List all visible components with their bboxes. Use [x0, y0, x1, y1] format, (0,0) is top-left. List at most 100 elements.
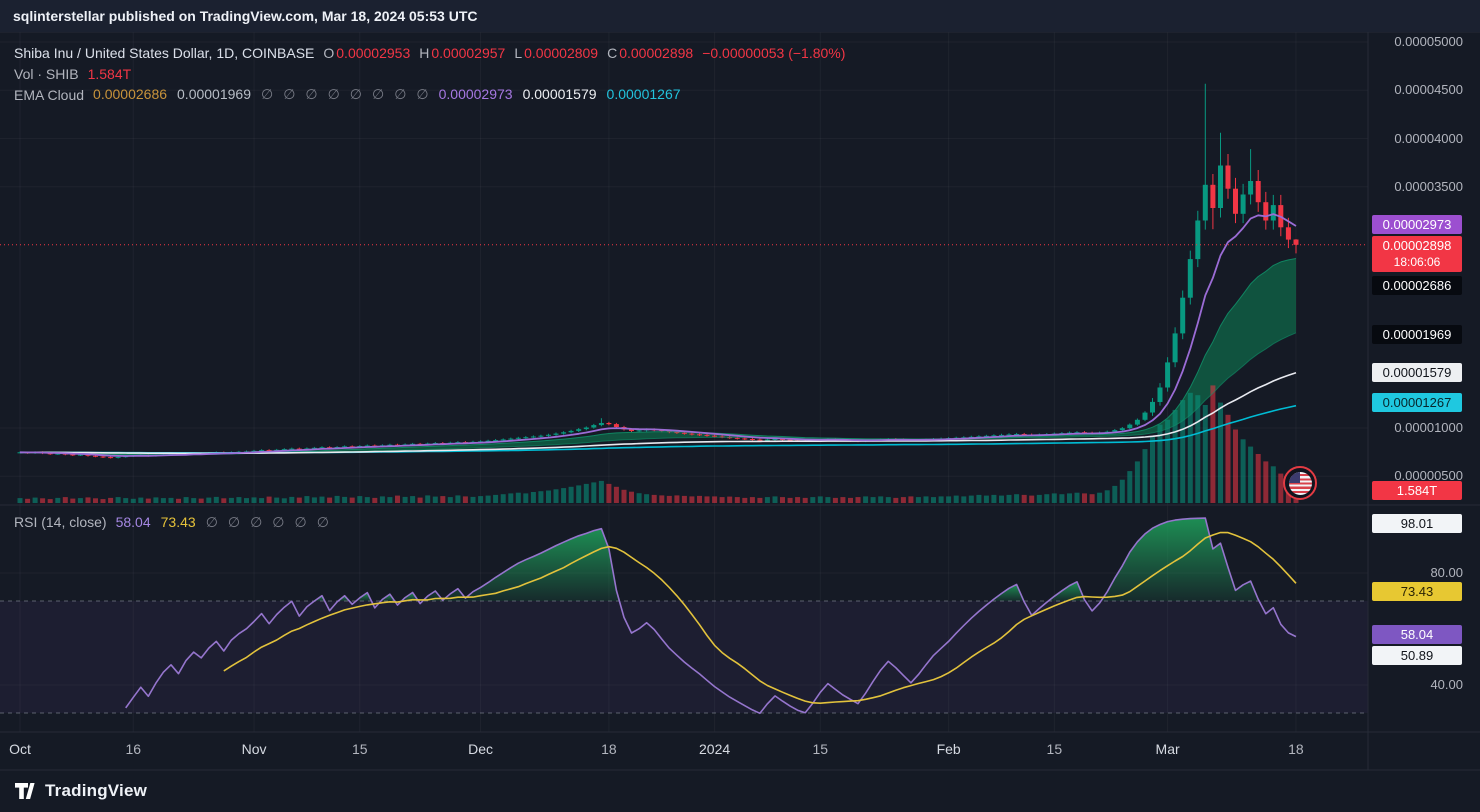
candle-body	[1119, 428, 1125, 431]
rsi-overbought-fill	[401, 592, 419, 601]
plot-value: 0.00002973	[438, 86, 513, 102]
volume-bar	[878, 496, 884, 503]
rsi-legend: RSI (14, close) 58.04 73.43 ∅ ∅ ∅ ∅ ∅ ∅	[14, 512, 329, 532]
volume-bar	[221, 498, 227, 503]
volume-bar	[1278, 473, 1284, 503]
candle-body	[772, 439, 778, 440]
volume-bar	[802, 497, 808, 503]
candle-body	[85, 454, 91, 456]
volume-bar	[440, 496, 446, 503]
volume-bar	[349, 497, 355, 503]
volume-bar	[1036, 494, 1042, 503]
candle-body	[576, 429, 582, 431]
volume-bar	[523, 493, 529, 503]
volume-bar	[274, 497, 280, 503]
volume-value: 1.584T	[87, 65, 132, 82]
tradingview-logo[interactable]: TradingView	[15, 781, 147, 801]
volume-bar	[568, 486, 574, 503]
candle-body	[636, 430, 642, 432]
candle-body	[1180, 297, 1186, 334]
volume-bar	[561, 488, 567, 503]
volume-bar	[1210, 385, 1216, 503]
tradingview-wordmark: TradingView	[45, 781, 148, 800]
price-badge: 0.00002973	[1372, 214, 1462, 234]
candle-body	[508, 438, 514, 440]
volume-bar	[538, 491, 544, 503]
volume-bar	[999, 495, 1004, 503]
candle-body	[259, 450, 265, 452]
volume-bar	[478, 496, 484, 503]
candle-body	[115, 456, 121, 458]
volume-bar	[93, 498, 98, 503]
volume-bar	[817, 496, 823, 503]
volume-bar	[1051, 493, 1057, 503]
volume-bar	[342, 496, 348, 503]
symbol-title[interactable]: Shiba Inu / United States Dollar, 1D, CO…	[14, 44, 315, 61]
volume-bar	[357, 496, 363, 503]
volume-bar	[1218, 402, 1223, 504]
rsi-zone-band	[0, 601, 1368, 713]
rsi-overbought-fill	[1048, 581, 1086, 601]
volume-bar	[674, 495, 680, 503]
ohlc-label: O	[323, 44, 335, 61]
volume-bar	[1134, 461, 1140, 504]
candle-body	[674, 432, 680, 434]
ohlc-value: 0.00002957	[431, 44, 506, 61]
null-plot-icon: ∅	[283, 86, 296, 102]
rsi-tick-label: 80.00	[1430, 565, 1463, 580]
attribution-bar: sqlinterstellar published on TradingView…	[0, 0, 1480, 32]
badge-price: 0.00001579	[1382, 365, 1452, 381]
price-tick-label: 0.00001000	[1394, 420, 1463, 435]
volume-bar	[636, 493, 642, 503]
rsi-indicator-values: 58.04 73.43 ∅ ∅ ∅ ∅ ∅ ∅	[116, 514, 329, 531]
ema-cloud-fill	[20, 258, 1296, 455]
volume-bar	[953, 495, 959, 503]
time-scale[interactable]: Oct 16 Nov 15 Dec 18 2024 15 Feb 15 Mar 18	[0, 733, 1368, 770]
volume-bar	[100, 499, 106, 503]
change-value: −0.00000053 (−1.80%)	[702, 44, 846, 61]
candle-body	[553, 433, 559, 435]
volume-bar	[1029, 495, 1035, 503]
volume-bar	[553, 489, 559, 503]
volume-bar	[1165, 419, 1171, 503]
time-tick-label: Feb	[936, 741, 961, 757]
volume-badge: 1.584T	[1372, 481, 1462, 500]
candle-body	[561, 432, 567, 434]
null-plot-icon: ∅	[227, 513, 241, 530]
time-tick-label: Oct	[9, 741, 31, 757]
volume-bar	[1006, 494, 1012, 503]
price-scale[interactable]: 0.00005000 0.00004500 0.00004000 0.00003500…	[1369, 0, 1480, 770]
volume-bar	[244, 498, 249, 503]
volume-bar	[832, 497, 838, 503]
time-tick-label: 2024	[699, 741, 731, 757]
volume-bar	[508, 493, 514, 503]
volume-bar	[1089, 494, 1095, 503]
volume-bar	[1263, 461, 1269, 504]
volume-bar	[304, 496, 310, 503]
volume-bar	[546, 490, 551, 503]
badge-price: 0.00002898	[1382, 237, 1452, 253]
rsi-value-badge: 50.89	[1372, 645, 1462, 665]
volume-bar	[372, 497, 378, 503]
volume-bar	[327, 497, 333, 503]
volume-bar	[749, 497, 755, 503]
volume-bar	[810, 497, 816, 503]
candle-body	[485, 440, 491, 442]
volume-bar	[281, 498, 287, 503]
volume-bar	[1187, 392, 1193, 504]
candle-body	[266, 450, 272, 452]
candle-body	[410, 443, 416, 445]
candle-body	[530, 436, 536, 438]
tradingview-logo-icon	[15, 783, 35, 799]
volume-bar	[251, 497, 257, 503]
candle-body	[1218, 165, 1223, 208]
null-plot-icon: ∅	[394, 86, 407, 102]
candle-body	[311, 447, 317, 449]
volume-bar	[168, 497, 174, 503]
volume-bar	[191, 498, 197, 503]
volume-label: Vol · SHIB	[14, 65, 79, 82]
volume-bar	[780, 497, 785, 503]
rsi-value-badge: 58.04	[1372, 625, 1462, 645]
candle-body	[319, 447, 325, 449]
